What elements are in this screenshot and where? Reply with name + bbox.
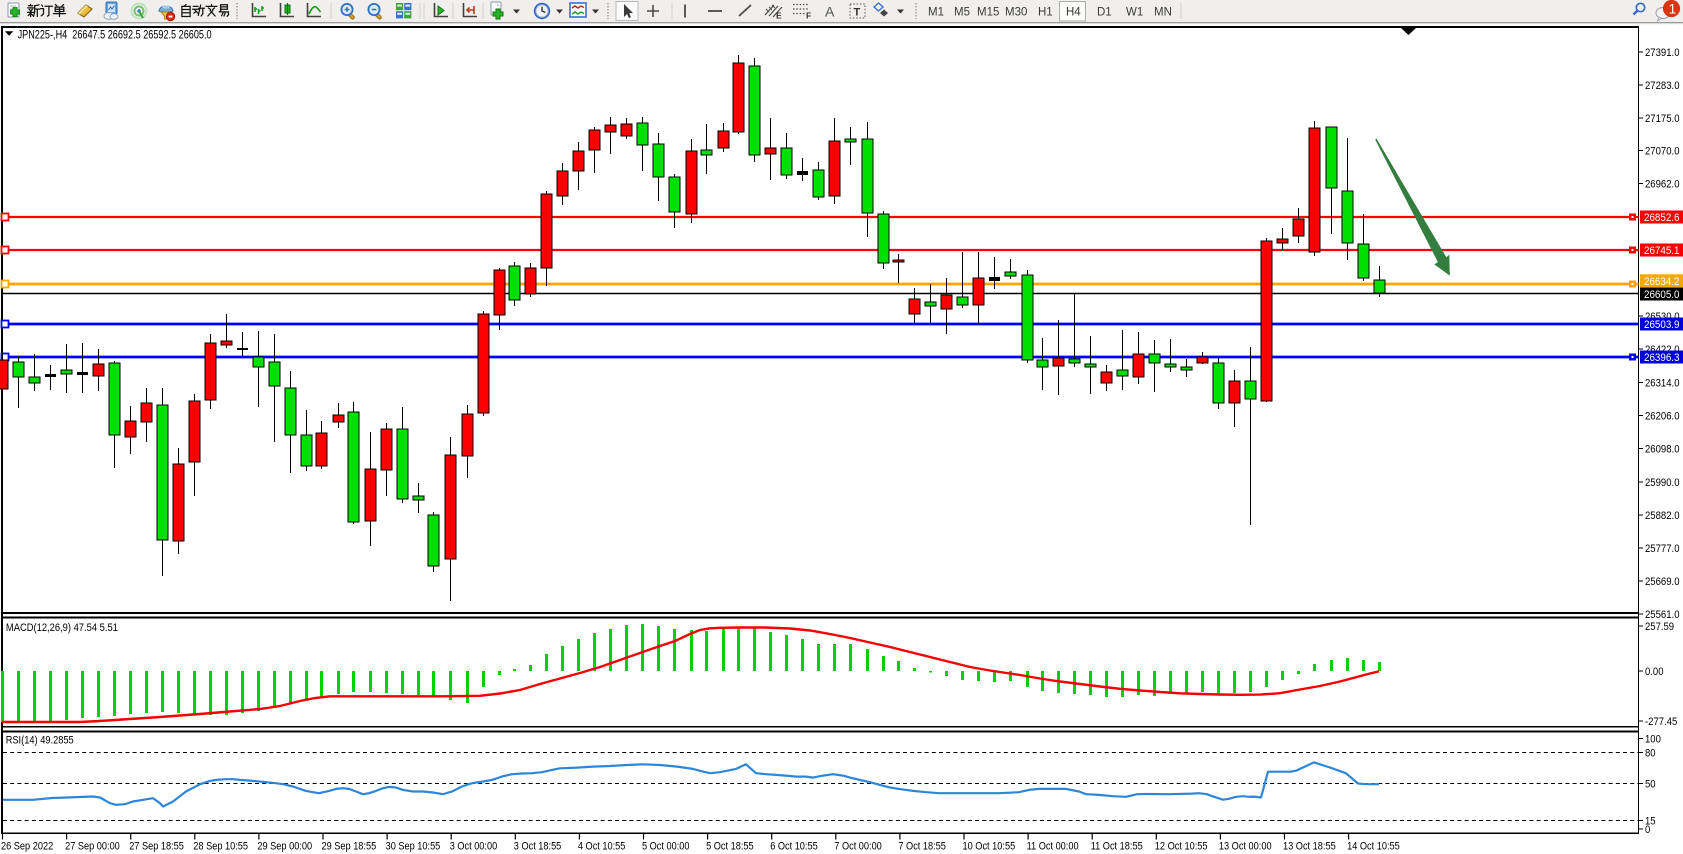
svg-text:M5: M5 [954, 7, 970, 19]
svg-text:13 Oct 00:00: 13 Oct 00:00 [1219, 841, 1272, 853]
svg-text:29 Sep 00:00: 29 Sep 00:00 [257, 841, 312, 853]
svg-text:25777.0: 25777.0 [1645, 543, 1680, 555]
svg-text:25882.0: 25882.0 [1645, 510, 1680, 522]
svg-text:M15: M15 [977, 7, 999, 19]
svg-text:27391.0: 27391.0 [1645, 47, 1680, 59]
svg-text:0.00: 0.00 [1645, 666, 1664, 678]
svg-text:26962.0: 26962.0 [1645, 179, 1680, 191]
svg-text:26503.9: 26503.9 [1644, 319, 1680, 331]
svg-text:D1: D1 [1097, 7, 1112, 19]
svg-text:10 Oct 10:55: 10 Oct 10:55 [963, 841, 1016, 853]
svg-text:A: A [825, 4, 835, 20]
svg-text:JPN225-,H4 26647.5 26692.5 26: JPN225-,H4 26647.5 26692.5 26592.5 26605… [18, 29, 212, 41]
svg-text:15: 15 [1645, 816, 1656, 828]
svg-text:MN: MN [1154, 7, 1172, 19]
svg-text:3 Oct 18:55: 3 Oct 18:55 [514, 841, 562, 853]
svg-text:26206.0: 26206.0 [1645, 411, 1680, 423]
svg-text:3 Oct 00:00: 3 Oct 00:00 [450, 841, 498, 853]
svg-text:27 Sep 00:00: 27 Sep 00:00 [65, 841, 120, 853]
svg-text:26852.6: 26852.6 [1644, 212, 1680, 224]
svg-text:MACD(12,26,9) 47.54 5.51: MACD(12,26,9) 47.54 5.51 [6, 622, 118, 634]
svg-text:26098.0: 26098.0 [1645, 444, 1680, 456]
svg-text:7 Oct 18:55: 7 Oct 18:55 [898, 841, 946, 853]
svg-text:M30: M30 [1005, 7, 1027, 19]
svg-text:0: 0 [1645, 824, 1650, 836]
svg-text:26605.0: 26605.0 [1644, 289, 1680, 301]
svg-text:30 Sep 10:55: 30 Sep 10:55 [386, 841, 441, 853]
svg-text:14 Oct 10:55: 14 Oct 10:55 [1347, 841, 1400, 853]
svg-text:12 Oct 10:55: 12 Oct 10:55 [1155, 841, 1208, 853]
svg-text:29 Sep 18:55: 29 Sep 18:55 [322, 841, 377, 853]
svg-text:-277.45: -277.45 [1645, 716, 1677, 728]
svg-text:E: E [776, 11, 782, 21]
svg-text:11 Oct 00:00: 11 Oct 00:00 [1027, 841, 1079, 853]
svg-text:25669.0: 25669.0 [1645, 576, 1680, 588]
svg-text:26 Sep 2022: 26 Sep 2022 [1, 841, 53, 853]
svg-text:100: 100 [1645, 734, 1661, 746]
svg-text:W1: W1 [1126, 7, 1143, 19]
svg-text:F: F [806, 11, 811, 21]
svg-text:M1: M1 [928, 7, 944, 19]
svg-text:25990.0: 25990.0 [1645, 477, 1680, 489]
svg-text:11 Oct 18:55: 11 Oct 18:55 [1091, 841, 1143, 853]
svg-text:28 Sep 10:55: 28 Sep 10:55 [193, 841, 248, 853]
svg-text:26314.0: 26314.0 [1645, 378, 1680, 390]
svg-text:13 Oct 18:55: 13 Oct 18:55 [1283, 841, 1336, 853]
svg-text:257.59: 257.59 [1645, 621, 1674, 633]
svg-text:H1: H1 [1038, 7, 1053, 19]
svg-text:27175.0: 27175.0 [1645, 113, 1680, 125]
svg-text:27070.0: 27070.0 [1645, 146, 1680, 158]
svg-text:1: 1 [1669, 1, 1677, 17]
svg-text:7 Oct 00:00: 7 Oct 00:00 [834, 841, 882, 853]
svg-text:27 Sep 18:55: 27 Sep 18:55 [129, 841, 184, 853]
svg-text:25561.0: 25561.0 [1645, 609, 1680, 621]
svg-text:4 Oct 10:55: 4 Oct 10:55 [578, 841, 626, 853]
svg-text:H4: H4 [1066, 7, 1081, 19]
svg-text:27283.0: 27283.0 [1645, 80, 1680, 92]
svg-text:5 Oct 18:55: 5 Oct 18:55 [706, 841, 754, 853]
svg-text:26745.1: 26745.1 [1644, 245, 1680, 257]
svg-text:RSI(14) 49.2855: RSI(14) 49.2855 [6, 735, 74, 747]
svg-text:26634.2: 26634.2 [1644, 276, 1680, 288]
svg-text:80: 80 [1645, 748, 1656, 760]
svg-text:26396.3: 26396.3 [1644, 352, 1680, 364]
svg-text:T: T [854, 7, 861, 19]
svg-text:50: 50 [1645, 779, 1656, 791]
svg-text:5 Oct 00:00: 5 Oct 00:00 [642, 841, 690, 853]
svg-text:6 Oct 10:55: 6 Oct 10:55 [770, 841, 818, 853]
